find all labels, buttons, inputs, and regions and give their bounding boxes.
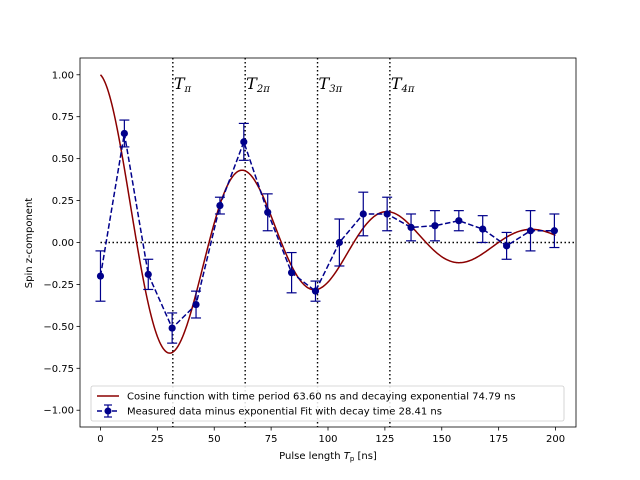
data-point (526, 227, 535, 235)
data-points (96, 129, 558, 332)
x-axis: 0 25 50 75 100 125 150 175 200 (97, 427, 565, 445)
period-label: T3π (319, 74, 343, 95)
data-point (455, 217, 463, 225)
x-tick-label: 175 (489, 434, 508, 445)
x-tick-label: 200 (546, 434, 565, 445)
y-tick-label: −1.00 (43, 406, 74, 417)
data-point (287, 269, 296, 277)
x-tick-label: 100 (318, 434, 337, 445)
data-point (168, 324, 176, 332)
fit-curve (99, 74, 556, 354)
data-point (383, 210, 391, 218)
data-point (120, 129, 128, 138)
x-tick-label: 0 (97, 434, 103, 445)
data-point (240, 138, 248, 146)
period-label: Tπ (174, 74, 192, 95)
period-label: T2π (246, 74, 270, 95)
data-point (311, 287, 320, 295)
y-tick-label: 0.50 (52, 154, 74, 165)
y-tick-label: 0.25 (52, 196, 74, 207)
y-axis-label: Spin z-component (24, 198, 35, 288)
data-point (96, 272, 105, 280)
data-point (216, 202, 224, 210)
data-point (264, 208, 272, 216)
x-tick-label: 125 (375, 434, 394, 445)
y-tick-label: −0.25 (43, 280, 74, 291)
legend: Cosine function with time period 63.60 n… (90, 385, 565, 422)
period-labels: Tπ T2π T3π T4π (174, 74, 415, 95)
data-point (550, 227, 558, 235)
data-point (359, 210, 367, 218)
y-tick-label: 0.75 (52, 112, 74, 123)
data-point (431, 222, 439, 230)
legend-data-label: Measured data minus exponential Fit with… (127, 407, 442, 418)
data-point (503, 242, 511, 250)
y-tick-label: 1.00 (52, 70, 74, 81)
data-point (192, 300, 200, 309)
data-point (479, 225, 487, 233)
y-tick-label: 0.00 (52, 238, 74, 249)
y-tick-label: −0.50 (43, 322, 74, 333)
legend-data-marker (104, 407, 112, 415)
legend-frame (90, 385, 565, 422)
data-point (335, 238, 343, 247)
y-axis: 1.00 0.75 0.50 0.25 0.00 −0.25 −0.50 −0.75 −1.00 (43, 70, 80, 417)
data-point (407, 223, 415, 232)
x-tick-label: 50 (208, 434, 221, 445)
x-tick-label: 150 (432, 434, 451, 445)
data-point (144, 270, 152, 278)
data-line (99, 133, 555, 330)
x-tick-label: 75 (265, 434, 278, 445)
legend-fit-label: Cosine function with time period 63.60 n… (127, 392, 516, 403)
x-tick-label: 25 (151, 434, 164, 445)
period-label: T4π (391, 74, 415, 95)
x-axis-label: Pulse length Tp [ns] (279, 451, 377, 463)
y-tick-label: −0.75 (43, 364, 74, 375)
